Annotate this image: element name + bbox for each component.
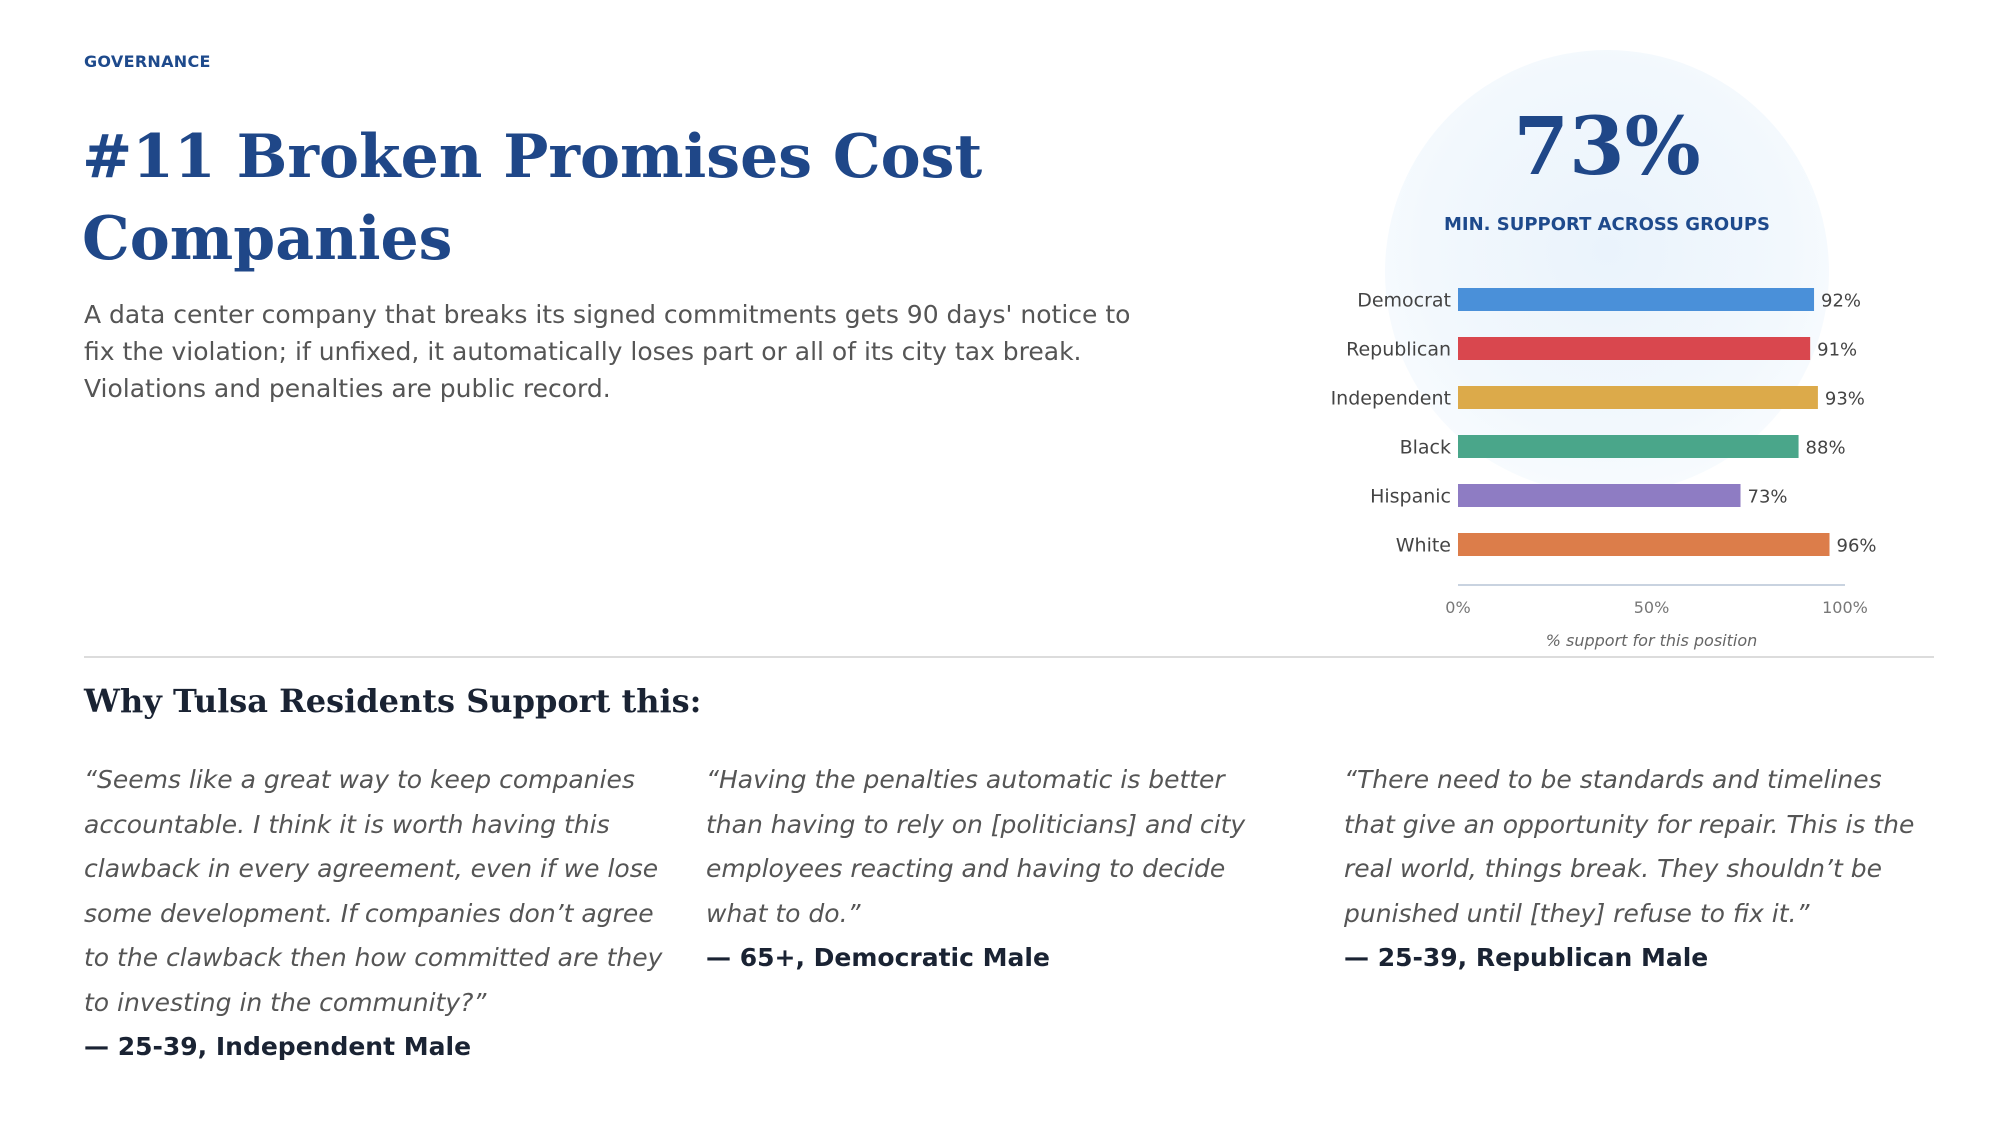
support-bar-chart: Democrat 92% Republican 91% Independent 93% Bl… — [1331, 288, 1877, 650]
quote-card: “Having the penalties automatic is bette… — [706, 758, 1286, 981]
bar-category-label-hispanic: Hispanic — [1370, 486, 1451, 508]
section-divider — [84, 656, 1934, 658]
quote-attribution: — 25-39, Independent Male — [84, 1032, 472, 1061]
min-support-label: MIN. SUPPORT ACROSS GROUPS — [1443, 214, 1771, 235]
quote-card: “Seems like a great way to keep companie… — [84, 758, 664, 1070]
category-label: GOVERNANCE — [84, 52, 211, 71]
policy-description: A data center company that breaks its si… — [84, 300, 1131, 403]
section-title: Why Tulsa Residents Support this: — [84, 682, 702, 720]
quote-text: “Seems like a great way to keep companie… — [84, 765, 663, 1017]
quote-attribution: — 25-39, Republican Male — [1344, 943, 1709, 972]
x-tick-label: 100% — [1822, 598, 1868, 617]
bar-category-label-white: White — [1396, 535, 1451, 557]
quote-attribution: — 65+, Democratic Male — [706, 943, 1050, 972]
bar-hispanic — [1458, 484, 1741, 507]
min-support-value: 73% — [1513, 99, 1701, 193]
stat-background-circle — [1385, 50, 1829, 494]
bar-category-label-black: Black — [1400, 437, 1451, 459]
x-tick-label: 0% — [1445, 598, 1470, 617]
bar-value-label-black: 88% — [1806, 438, 1846, 459]
bar-category-label-democrat: Democrat — [1357, 290, 1451, 312]
bar-value-label-white: 96% — [1837, 536, 1877, 557]
page-title: #11 Broken Promises Cost Companies — [82, 122, 983, 274]
x-axis-title: % support for this position — [1546, 631, 1758, 650]
bar-black — [1458, 435, 1799, 458]
bar-white — [1458, 533, 1830, 556]
quote-text: “Having the penalties automatic is bette… — [706, 765, 1246, 928]
quote-card: “There need to be standards and timeline… — [1344, 758, 1924, 981]
bar-value-label-republican: 91% — [1817, 340, 1857, 361]
bar-value-label-independent: 93% — [1825, 389, 1865, 410]
bar-value-label-democrat: 92% — [1821, 291, 1861, 312]
bar-independent — [1458, 386, 1818, 409]
bar-value-label-hispanic: 73% — [1748, 487, 1788, 508]
bar-category-label-republican: Republican — [1346, 339, 1451, 361]
bar-republican — [1458, 337, 1811, 360]
bar-democrat — [1458, 288, 1815, 311]
quote-text: “There need to be standards and timeline… — [1344, 765, 1915, 928]
bar-category-label-independent: Independent — [1331, 388, 1451, 410]
x-tick-label: 50% — [1634, 598, 1670, 617]
